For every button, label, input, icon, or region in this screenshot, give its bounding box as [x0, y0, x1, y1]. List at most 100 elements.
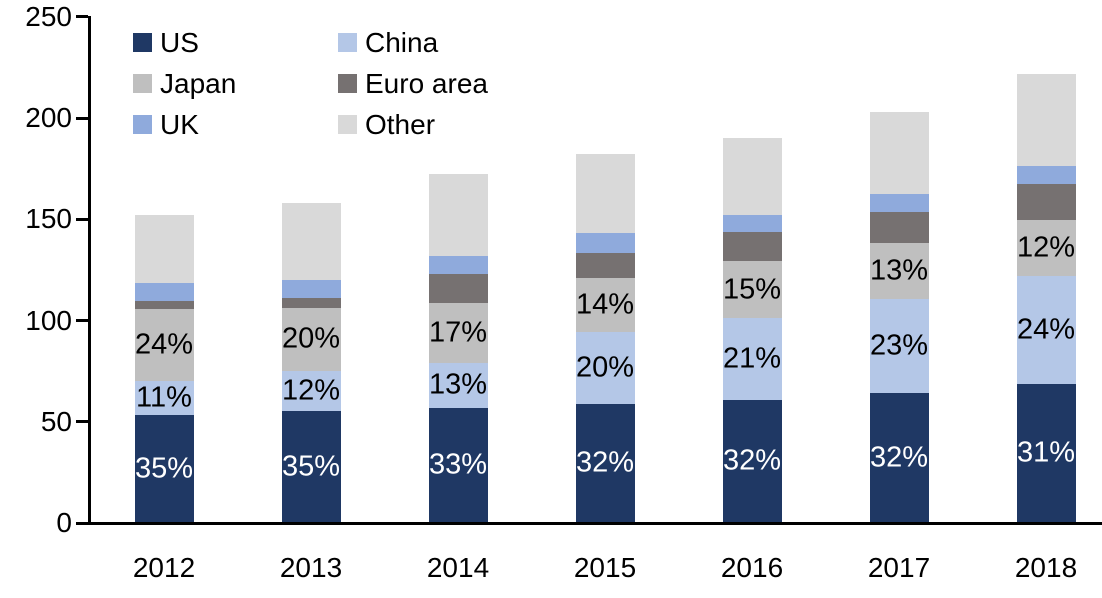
segment-us-2018: [1016, 383, 1076, 523]
legend-item-other: Other: [338, 110, 488, 138]
y-axis-label: 50: [40, 405, 72, 437]
legend-item-us: US: [133, 28, 338, 56]
segment-other-2017: [869, 111, 929, 195]
segment-euro-area-2015: [575, 253, 635, 279]
legend-swatch-icon: [133, 33, 152, 52]
segment-uk-2017: [869, 194, 929, 213]
segment-china-2012: [134, 380, 194, 416]
segment-label-china-2015: 20%: [575, 351, 635, 384]
segment-other-2018: [1016, 74, 1076, 166]
segment-japan-2017: [869, 243, 929, 299]
segment-label-china-2014: 13%: [428, 368, 488, 401]
segment-uk-2018: [1016, 165, 1076, 184]
segment-us-2017: [869, 392, 929, 523]
y-axis-label: 200: [25, 102, 72, 133]
x-axis-label-2017: 2017: [867, 552, 931, 583]
segment-label-japan-2014: 17%: [428, 316, 488, 349]
legend-item-euro-area: Euro area: [338, 69, 488, 97]
segment-china-2014: [428, 362, 488, 408]
y-axis-tick: [76, 217, 88, 221]
segment-label-china-2013: 12%: [281, 374, 341, 407]
segment-label-us-2012: 35%: [134, 452, 194, 485]
segment-label-us-2014: 33%: [428, 448, 488, 481]
segment-label-us-2018: 31%: [1016, 436, 1076, 469]
segment-euro-area-2014: [428, 273, 488, 304]
legend-item-china: China: [338, 28, 488, 56]
segment-label-japan-2017: 13%: [869, 254, 929, 287]
legend-label: China: [365, 26, 439, 58]
segment-us-2014: [428, 407, 488, 523]
segment-label-japan-2016: 15%: [722, 273, 782, 306]
x-axis-line: [85, 521, 1102, 525]
segment-label-japan-2018: 12%: [1016, 231, 1076, 264]
legend-swatch-icon: [338, 115, 357, 134]
legend-item-uk: UK: [133, 110, 338, 138]
segment-us-2016: [722, 399, 782, 523]
bar-2016: 32% 21% 15%: [722, 0, 782, 523]
segment-us-2012: [134, 415, 194, 523]
x-axis-label-2013: 2013: [279, 552, 343, 583]
segment-japan-2015: [575, 278, 635, 332]
bar-2017: 32% 23% 13%: [869, 0, 929, 523]
segment-label-china-2012: 11%: [136, 381, 192, 414]
y-axis-line: [88, 15, 91, 525]
segment-uk-2016: [722, 214, 782, 232]
x-axis-label-2016: 2016: [720, 552, 784, 583]
segment-us-2013: [281, 411, 341, 523]
legend-label: UK: [160, 108, 199, 140]
segment-japan-2012: [134, 308, 194, 381]
segment-uk-2012: [134, 283, 194, 302]
segment-china-2013: [281, 370, 341, 412]
segment-other-2013: [281, 203, 341, 281]
legend-label: Japan: [160, 67, 237, 99]
legend: US China Japan Euro area UK Other: [133, 28, 488, 138]
segment-other-2014: [428, 174, 488, 256]
bar-2018: 31% 24% 12%: [1016, 0, 1076, 523]
segment-label-us-2017: 32%: [869, 441, 929, 474]
segment-other-2012: [134, 215, 194, 284]
segment-other-2016: [722, 137, 782, 215]
legend-label: Euro area: [365, 67, 488, 99]
y-axis-tick: [76, 521, 88, 525]
y-axis-label: 100: [25, 304, 72, 336]
legend-label: US: [160, 26, 199, 58]
y-axis-label: 150: [25, 203, 72, 235]
segment-japan-2013: [281, 307, 341, 371]
bar-2015: 32% 20% 14%: [575, 0, 635, 523]
bar-2013: 35% 12% 20%: [281, 0, 341, 523]
x-axis-label-2012: 2012: [132, 552, 196, 583]
segment-uk-2014: [428, 255, 488, 274]
segment-japan-2018: [1016, 220, 1076, 277]
segment-euro-area-2016: [722, 232, 782, 262]
y-axis-label: 250: [25, 0, 72, 32]
y-axis-tick: [76, 420, 88, 424]
segment-label-china-2016: 21%: [722, 342, 782, 375]
segment-label-us-2016: 32%: [722, 444, 782, 477]
segment-japan-2014: [428, 303, 488, 363]
segment-uk-2015: [575, 233, 635, 254]
y-axis-tick: [76, 116, 88, 120]
bar-2014: 33% 13% 17%: [428, 0, 488, 523]
x-axis-label-2018: 2018: [1014, 552, 1078, 583]
x-axis-label-2015: 2015: [573, 552, 637, 583]
y-axis-tick: [76, 319, 88, 322]
segment-label-japan-2012: 24%: [134, 328, 194, 361]
segment-china-2017: [869, 298, 929, 393]
segment-label-japan-2013: 20%: [281, 322, 341, 355]
legend-swatch-icon: [338, 74, 357, 93]
legend-item-japan: Japan: [133, 69, 338, 97]
legend-swatch-icon: [338, 33, 357, 52]
segment-label-china-2017: 23%: [869, 329, 929, 362]
segment-label-us-2015: 32%: [575, 446, 635, 479]
segment-label-us-2013: 35%: [281, 450, 341, 483]
segment-japan-2016: [722, 261, 782, 319]
segment-china-2016: [722, 318, 782, 400]
segment-uk-2013: [281, 280, 341, 299]
segment-china-2015: [575, 331, 635, 404]
segment-label-japan-2015: 14%: [575, 288, 635, 321]
segment-other-2015: [575, 153, 635, 234]
segment-euro-area-2017: [869, 212, 929, 244]
legend-label: Other: [365, 108, 436, 140]
bar-2012: 35% 11% 24%: [134, 0, 194, 523]
